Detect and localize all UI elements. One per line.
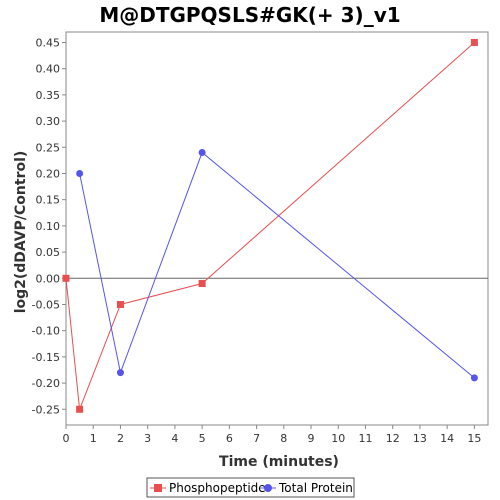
y-tick-label: 0.00 (36, 272, 61, 285)
data-point-total-protein (470, 374, 478, 382)
x-tick-label: 13 (413, 432, 427, 445)
y-tick-label: -0.10 (32, 325, 60, 338)
legend: Phosphopeptide Total Protein (146, 477, 355, 498)
y-axis-ticks: -0.25 -0.20 -0.15 -0.10 -0.05 0.00 0.05 0.10 0.1… (32, 36, 66, 416)
y-axis-label: log2(dDAVP/Control) (13, 151, 29, 314)
x-tick-label: 2 (117, 432, 124, 445)
y-tick-label: 0.35 (36, 89, 61, 102)
x-tick-label: 14 (440, 432, 454, 445)
x-tick-label: 15 (467, 432, 481, 445)
y-tick-label: -0.20 (32, 377, 60, 390)
y-tick-label: 0.25 (36, 141, 61, 154)
x-tick-label: 8 (280, 432, 287, 445)
legend-item-phosphopeptide: Phosphopeptide (150, 481, 266, 495)
plot-area (65, 31, 489, 426)
chart-title: M@DTGPQSLS#GK(+ 3)_v1 (99, 3, 400, 27)
x-axis-label: Time (minutes) (219, 454, 339, 470)
data-point-total-protein (116, 369, 124, 377)
data-point-total-protein (76, 169, 84, 177)
x-tick-label: 10 (331, 432, 345, 445)
series-phosphopeptide (62, 38, 478, 413)
legend-label-phosphopeptide: Phosphopeptide (169, 481, 266, 495)
x-tick-label: 12 (386, 432, 400, 445)
data-point-total-protein (198, 149, 206, 157)
legend-item-total-protein: Total Protein (260, 481, 353, 495)
legend-marker-circle (264, 484, 272, 492)
x-tick-label: 4 (171, 432, 178, 445)
legend-label-total-protein: Total Protein (278, 481, 353, 495)
y-tick-label: -0.15 (32, 351, 60, 364)
x-tick-label: 9 (308, 432, 315, 445)
series-layer (62, 38, 478, 413)
x-axis-ticks: 0 1 2 3 4 5 6 7 8 9 10 11 12 13 14 15 (63, 425, 481, 445)
x-tick-label: 11 (358, 432, 372, 445)
x-tick-label: 0 (63, 432, 70, 445)
x-tick-label: 7 (253, 432, 260, 445)
data-point-phosphopeptide (470, 38, 478, 46)
data-point-phosphopeptide (62, 274, 70, 282)
x-tick-label: 6 (226, 432, 233, 445)
y-tick-label: 0.40 (36, 63, 61, 76)
y-tick-label: 0.15 (36, 194, 61, 207)
data-point-phosphopeptide (198, 280, 206, 288)
legend-box (146, 477, 355, 498)
y-tick-label: 0.45 (36, 36, 61, 49)
y-tick-label: 0.20 (36, 167, 61, 180)
legend-marker-square (154, 484, 162, 492)
data-point-phosphopeptide (76, 405, 84, 413)
series-total-protein (76, 149, 478, 382)
y-tick-label: 0.30 (36, 115, 61, 128)
y-tick-label: 0.05 (36, 246, 61, 259)
plot-frame (65, 31, 489, 426)
x-tick-label: 1 (90, 432, 97, 445)
y-tick-label: 0.10 (36, 220, 61, 233)
y-tick-label: -0.25 (32, 403, 60, 416)
series-line-total-protein (79, 151, 475, 379)
data-point-phosphopeptide (116, 300, 124, 308)
x-tick-label: 5 (199, 432, 206, 445)
x-tick-label: 3 (144, 432, 151, 445)
y-tick-label: -0.05 (32, 298, 60, 311)
